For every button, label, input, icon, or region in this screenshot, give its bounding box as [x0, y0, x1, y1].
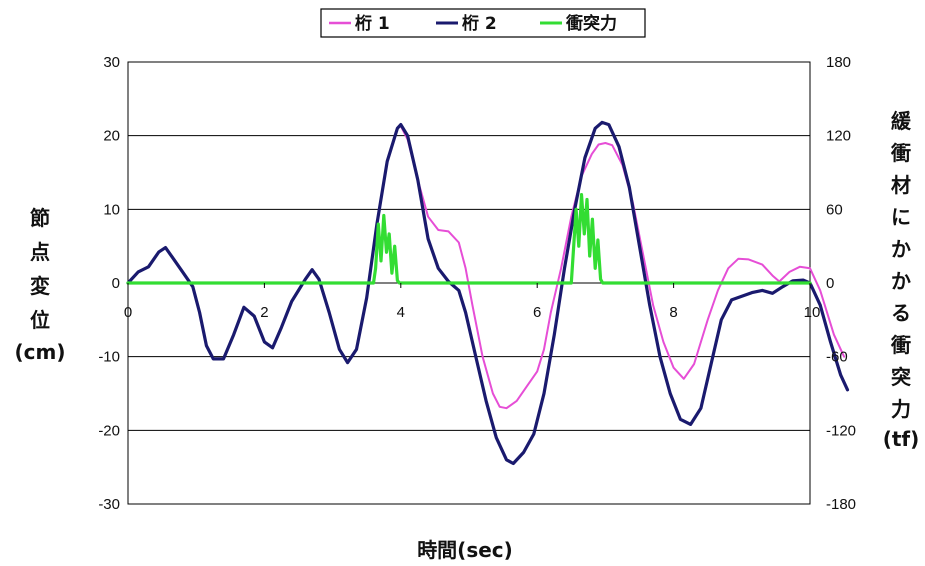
series-layer: [126, 120, 850, 466]
x-tick-label: 6: [533, 304, 541, 321]
y-right-tick-label: -180: [826, 496, 856, 513]
x-tick-label: 2: [260, 304, 268, 321]
y-tick-label: 30: [103, 54, 120, 71]
y-right-axis-title-unit: (tf): [883, 427, 920, 451]
y-right-axis-title-char: か: [891, 237, 911, 261]
x-axis-title: 時間(sec): [417, 538, 513, 562]
y-tick-label: -30: [98, 496, 120, 513]
y-tick-label: -10: [98, 349, 120, 366]
y-right-tick-label: 180: [826, 54, 851, 71]
y-right-axis-title-char: 緩: [891, 109, 912, 133]
legend-box: [320, 8, 646, 38]
y-right-tick-labels: 180 120 60 0 -60 -120 -180: [826, 54, 856, 513]
y-right-axis-title-char: に: [891, 205, 911, 229]
x-tick-label: 4: [397, 304, 405, 321]
y-right-tick-label: 0: [826, 275, 834, 292]
y-axis-title-char: 節: [30, 206, 50, 230]
legend-label-series-2: 桁 2: [462, 14, 497, 34]
y-axis-title-char: 点: [30, 240, 50, 264]
y-right-tick-label: -120: [826, 422, 856, 439]
y-right-axis-title-char: 衝: [890, 333, 911, 357]
legend-label-series-3: 衝突力: [565, 13, 617, 34]
y-tick-label: 20: [103, 128, 120, 145]
y-tick-label: 0: [112, 275, 120, 292]
y-right-axis-title-char: る: [891, 301, 911, 325]
y-axis-title-char: 変: [30, 274, 50, 298]
y-right-tick-label: 60: [826, 201, 843, 218]
x-tick-labels: 0 2 4 6 8 10: [124, 283, 821, 321]
y-right-axis-title-char: 力: [891, 397, 911, 421]
y-right-axis-title-char: 衝: [890, 141, 911, 165]
legend: 桁 1 桁 2 衝突力: [320, 8, 646, 38]
y-right-axis-title-char: 材: [891, 173, 911, 197]
series-line-3: [126, 193, 812, 285]
series-line-1: [127, 125, 846, 410]
y-tick-label: -20: [98, 422, 120, 439]
x-tick-label: 0: [124, 304, 132, 321]
y-right-tick-label: -60: [826, 349, 848, 366]
y-right-axis-title-char: か: [891, 269, 911, 293]
y-tick-label: 10: [103, 201, 120, 218]
x-tick-label: 8: [669, 304, 677, 321]
y-right-axis-title-char: 突: [891, 365, 911, 389]
series-line-2: [126, 120, 850, 466]
legend-label-series-1: 桁 1: [355, 14, 390, 34]
y-tick-labels: 30 20 10 0 -10 -20 -30: [98, 54, 120, 513]
x-tick-label: 10: [804, 304, 821, 321]
y-axis-title-char: 位: [30, 308, 50, 332]
y-right-tick-label: 120: [826, 128, 851, 145]
y-axis-title-unit: (cm): [15, 340, 66, 364]
